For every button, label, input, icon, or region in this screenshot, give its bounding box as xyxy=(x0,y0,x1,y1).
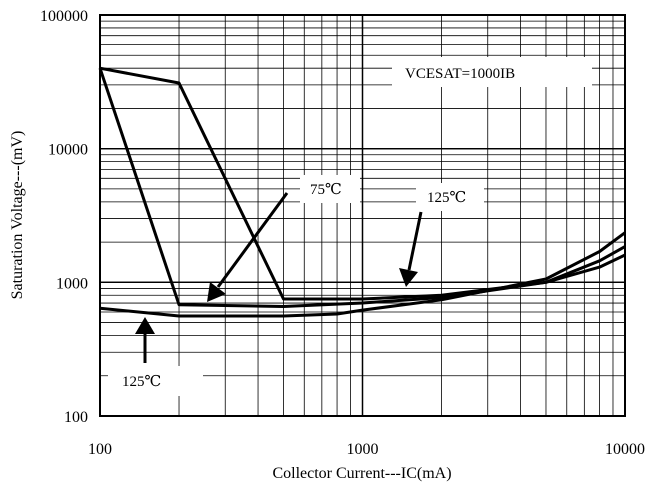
temp-125-upper-label-box xyxy=(416,183,484,211)
condition-label-box xyxy=(392,57,592,87)
temp-125-lower-label-box xyxy=(108,366,203,396)
x-tick-label: 10000 xyxy=(605,441,645,458)
axis-tick-labels: 100 1000 10000 100 1000 10000 100000 xyxy=(40,8,645,458)
y-tick-label: 1000 xyxy=(56,275,88,292)
temp-125-lower-label: 125℃ xyxy=(122,374,161,390)
series-line-2 xyxy=(98,67,626,308)
x-tick-label: 1000 xyxy=(347,441,379,458)
y-tick-label: 100000 xyxy=(40,8,88,25)
arrow-125-upper xyxy=(399,211,423,287)
x-axis-title: Collector Current---IC(mA) xyxy=(272,465,451,482)
temp-75-label: 75℃ xyxy=(310,182,342,198)
chart-series xyxy=(98,66,626,318)
temp-125-upper-label: 125℃ xyxy=(427,190,466,206)
plot-frame xyxy=(99,14,626,417)
y-tick-label: 100 xyxy=(64,409,88,426)
y-tick-label: 10000 xyxy=(48,142,88,159)
arrow-125-lower xyxy=(135,317,155,363)
x-tick-label: 100 xyxy=(88,441,112,458)
y-axis-title: Saturation Voltage---(mV) xyxy=(9,131,26,300)
temp-75-label-box xyxy=(300,175,360,203)
series-line-1 xyxy=(99,66,626,301)
series-line-3 xyxy=(99,231,626,318)
condition-label: VCESAT=1000IB xyxy=(405,66,515,82)
arrow-75 xyxy=(207,192,289,302)
